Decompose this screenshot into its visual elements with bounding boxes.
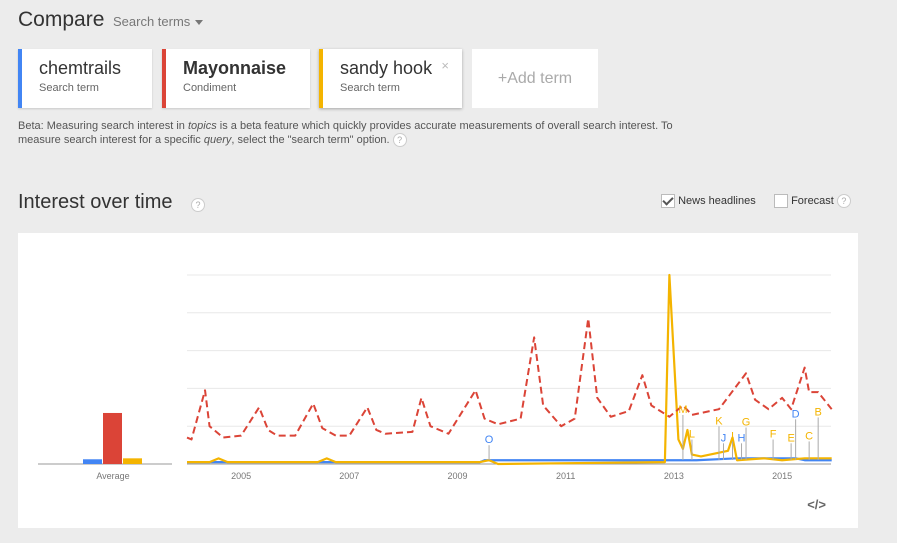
annotation-flag-H[interactable]: H — [738, 432, 746, 444]
average-bar-0 — [83, 459, 102, 464]
annotation-flag-L[interactable]: L — [689, 429, 695, 441]
annotation-flag-E[interactable]: E — [787, 432, 794, 444]
note-text: Beta: Measuring search interest in — [18, 120, 188, 132]
term-type: Search term — [39, 82, 99, 94]
forecast-option[interactable]: Forecast ? — [774, 194, 851, 208]
note-em-topics: topics — [187, 120, 217, 132]
forecast-checkbox[interactable] — [774, 194, 788, 208]
term-type: Condiment — [183, 82, 237, 94]
interest-chart-card: Average 2005 2007 2009 2011 2013 2015 O M L K J I H G F… — [18, 233, 858, 528]
close-icon[interactable]: × — [441, 58, 449, 73]
interest-chart: Average 2005 2007 2009 2011 2013 2015 O M L KJ I HG F… — [38, 273, 833, 481]
annotation-flag-M[interactable]: M — [678, 404, 687, 416]
embed-code-icon[interactable]: </> — [807, 497, 826, 512]
news-headlines-checkbox[interactable] — [661, 194, 675, 208]
help-icon[interactable]: ? — [191, 198, 205, 212]
x-tick-label: 2013 — [664, 471, 684, 481]
annotation-flag-O[interactable]: O — [485, 434, 494, 446]
term-card-sandy-hook[interactable]: sandy hook Search term × — [319, 49, 462, 108]
term-card-mayonnaise[interactable]: Mayonnaise Condiment — [162, 49, 310, 108]
average-bar-2 — [123, 458, 142, 464]
annotation-flag-K[interactable]: K — [715, 415, 723, 427]
search-type-dropdown[interactable]: Search terms — [113, 14, 204, 29]
average-label: Average — [96, 471, 129, 481]
page-title: Compare — [18, 8, 105, 31]
x-tick-label: 2015 — [772, 471, 792, 481]
annotation-flag-C[interactable]: C — [805, 430, 813, 442]
x-tick-label: 2005 — [231, 471, 251, 481]
help-icon[interactable]: ? — [392, 133, 407, 148]
annotation-flag-G[interactable]: G — [742, 417, 751, 429]
annotation-flag-J[interactable]: J — [721, 432, 727, 444]
help-icon[interactable]: ? — [836, 194, 851, 208]
x-tick-label: 2007 — [339, 471, 359, 481]
term-name: chemtrails — [39, 58, 122, 78]
note-em-query: query — [203, 134, 232, 146]
news-headlines-option[interactable]: News headlines — [661, 194, 756, 208]
annotation-flag-I[interactable]: I — [731, 430, 734, 442]
term-type: Search term — [340, 82, 400, 94]
average-bar-1 — [103, 412, 122, 464]
section-title: Interest over time — [18, 191, 173, 213]
term-name: Mayonnaise — [183, 58, 287, 78]
term-card-chemtrails[interactable]: chemtrails Search term — [18, 49, 152, 108]
forecast-label: Forecast — [791, 194, 834, 207]
note-text: is a beta feature which quickly provides… — [18, 120, 673, 146]
add-term-button[interactable]: +Add term — [472, 49, 598, 108]
caret-down-icon — [195, 20, 204, 26]
x-tick-label: 2009 — [447, 471, 467, 481]
x-tick-label: 2011 — [556, 471, 575, 481]
annotation-flag-B[interactable]: B — [814, 406, 821, 418]
annotation-flag-D[interactable]: D — [792, 408, 800, 420]
term-name: sandy hook — [340, 58, 433, 78]
annotation-flag-F[interactable]: F — [770, 429, 777, 441]
search-type-label: Search terms — [113, 14, 191, 29]
news-headlines-label: News headlines — [678, 194, 756, 207]
series-line-mayonnaise — [186, 317, 833, 441]
beta-note: Beta: Measuring search interest in topic… — [18, 119, 688, 148]
note-text: , select the "search term" option. — [231, 134, 390, 146]
